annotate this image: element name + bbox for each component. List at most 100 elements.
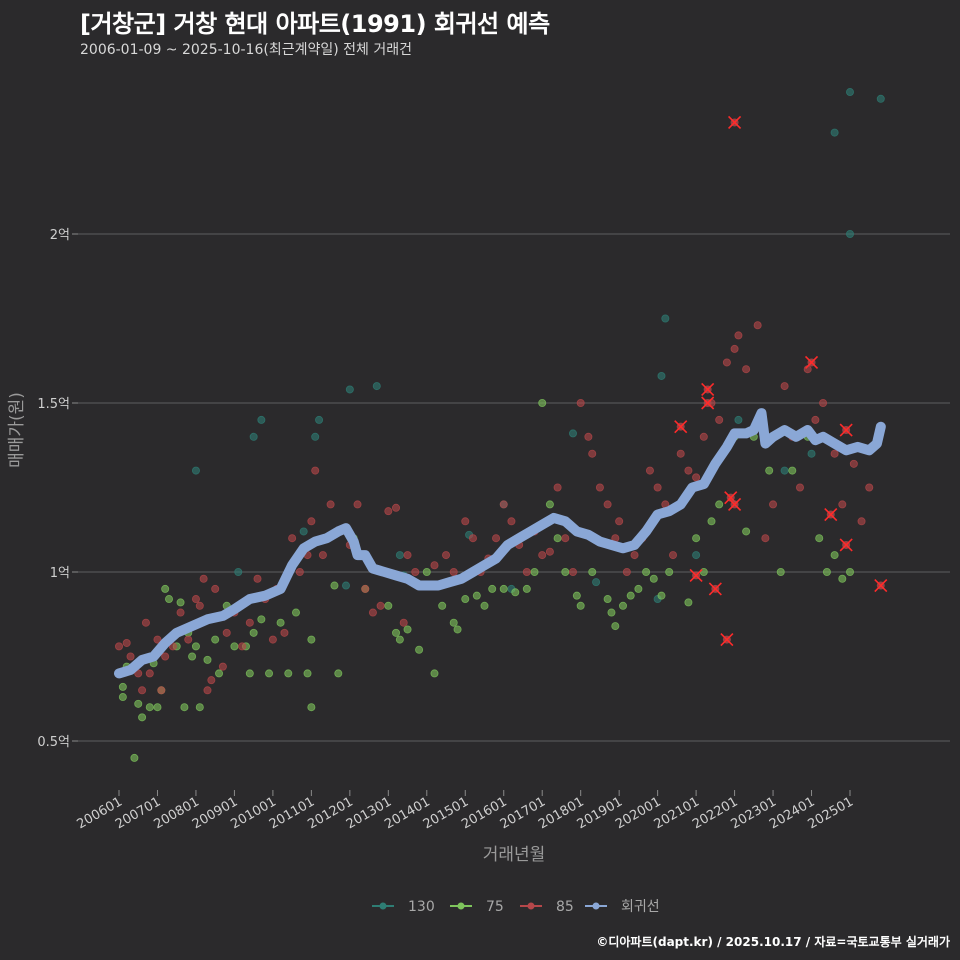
data-point-130 [830, 128, 839, 137]
data-point-75 [626, 591, 635, 600]
flagged-point [701, 382, 715, 397]
flag-cross-stroke [708, 582, 722, 596]
data-point-85 [295, 568, 304, 577]
data-point-75 [284, 669, 293, 678]
data-point-85 [195, 601, 204, 610]
data-point-75 [788, 466, 797, 475]
data-point-85 [141, 618, 150, 627]
data-point-75 [545, 500, 554, 509]
data-point-85 [865, 483, 874, 492]
data-point-75 [438, 601, 447, 610]
flagged-point [728, 115, 742, 130]
data-point-85 [576, 398, 585, 407]
flag-cross-stroke [728, 497, 742, 511]
data-point-75 [742, 527, 751, 536]
data-point-75 [588, 568, 597, 577]
chart-title: [거창군] 거창 현대 아파트(1991) 회귀선 예측 [80, 10, 550, 38]
data-point-75 [707, 517, 716, 526]
data-point-75 [572, 591, 581, 600]
data-point-75 [649, 574, 658, 583]
data-point-85 [403, 551, 412, 560]
data-point-75 [265, 669, 274, 678]
data-point-75 [257, 615, 266, 624]
data-point-75 [553, 534, 562, 543]
data-point-85 [830, 449, 839, 458]
data-point-75 [684, 598, 693, 607]
flagged-point [720, 633, 734, 647]
data-point-85 [176, 608, 185, 617]
data-point-85 [384, 507, 393, 516]
data-point-75 [607, 608, 616, 617]
data-point-75 [538, 398, 547, 407]
data-point-75 [176, 598, 185, 607]
data-point-75 [191, 642, 200, 651]
data-point-85 [615, 517, 624, 526]
data-point-130 [661, 314, 670, 323]
y-axis-ticks: 0.5억 1억 1.5억 2억 [37, 228, 78, 750]
data-point-85 [311, 466, 320, 475]
data-point-75 [307, 703, 316, 712]
data-point-75 [422, 568, 431, 577]
data-point-85 [492, 534, 501, 543]
data-point-75 [634, 584, 643, 593]
data-point-75 [334, 669, 343, 678]
data-point-75 [815, 534, 824, 543]
data-point-75 [249, 628, 258, 637]
data-point-85 [253, 574, 262, 583]
data-point-75 [822, 568, 831, 577]
data-point-85 [630, 551, 639, 560]
flag-cross-stroke [701, 396, 715, 410]
data-point-130 [568, 429, 577, 438]
legend-item-85: 85 [520, 899, 574, 915]
data-point-130 [846, 88, 855, 97]
data-point-85 [622, 568, 631, 577]
flag-cross-stroke [839, 423, 853, 437]
data-point-85 [115, 642, 124, 651]
data-point-75 [511, 588, 520, 597]
data-point-85 [722, 358, 731, 367]
data-point-85 [353, 500, 362, 509]
data-point-75 [118, 682, 127, 691]
data-point-85 [522, 568, 531, 577]
data-point-130 [846, 229, 855, 238]
data-point-85 [203, 686, 212, 695]
data-point-130 [592, 578, 601, 587]
data-point-130 [234, 568, 243, 577]
data-point-85 [588, 449, 597, 458]
flagged-point [708, 582, 722, 596]
data-point-85 [507, 517, 516, 526]
grid-lines [78, 233, 950, 742]
data-point-75 [765, 466, 774, 475]
data-point-75 [472, 591, 481, 600]
chart-subtitle: 2006-01-09 ~ 2025-10-16(최근계약일) 전체 거래건 [80, 42, 412, 58]
data-point-85 [838, 500, 847, 509]
data-point-75 [715, 500, 724, 509]
data-point-130 [807, 449, 816, 458]
flagged-point [839, 423, 853, 437]
data-point-75 [230, 642, 239, 651]
data-point-75 [403, 625, 412, 634]
data-point-85 [669, 551, 678, 560]
data-point-75 [603, 595, 612, 604]
data-point-85 [730, 344, 739, 353]
data-point-75 [303, 669, 312, 678]
data-point-75 [134, 699, 143, 708]
data-point-85 [307, 517, 316, 526]
data-point-85 [280, 628, 289, 637]
data-point-85 [245, 618, 254, 627]
data-point-75 [330, 581, 339, 590]
data-point-85 [676, 449, 685, 458]
data-point-75 [392, 628, 401, 637]
flag-cross-stroke [720, 633, 734, 647]
data-point-130 [734, 415, 743, 424]
y-tick-label: 1억 [50, 566, 70, 581]
regression-line [114, 408, 886, 679]
data-point-75 [395, 635, 404, 644]
data-point-75 [384, 601, 393, 610]
regression-line-group [114, 408, 886, 679]
data-point-85 [653, 483, 662, 492]
data-point-75 [838, 574, 847, 583]
data-point-130 [341, 581, 350, 590]
y-tick-label: 2억 [50, 228, 70, 243]
data-point-85 [553, 483, 562, 492]
